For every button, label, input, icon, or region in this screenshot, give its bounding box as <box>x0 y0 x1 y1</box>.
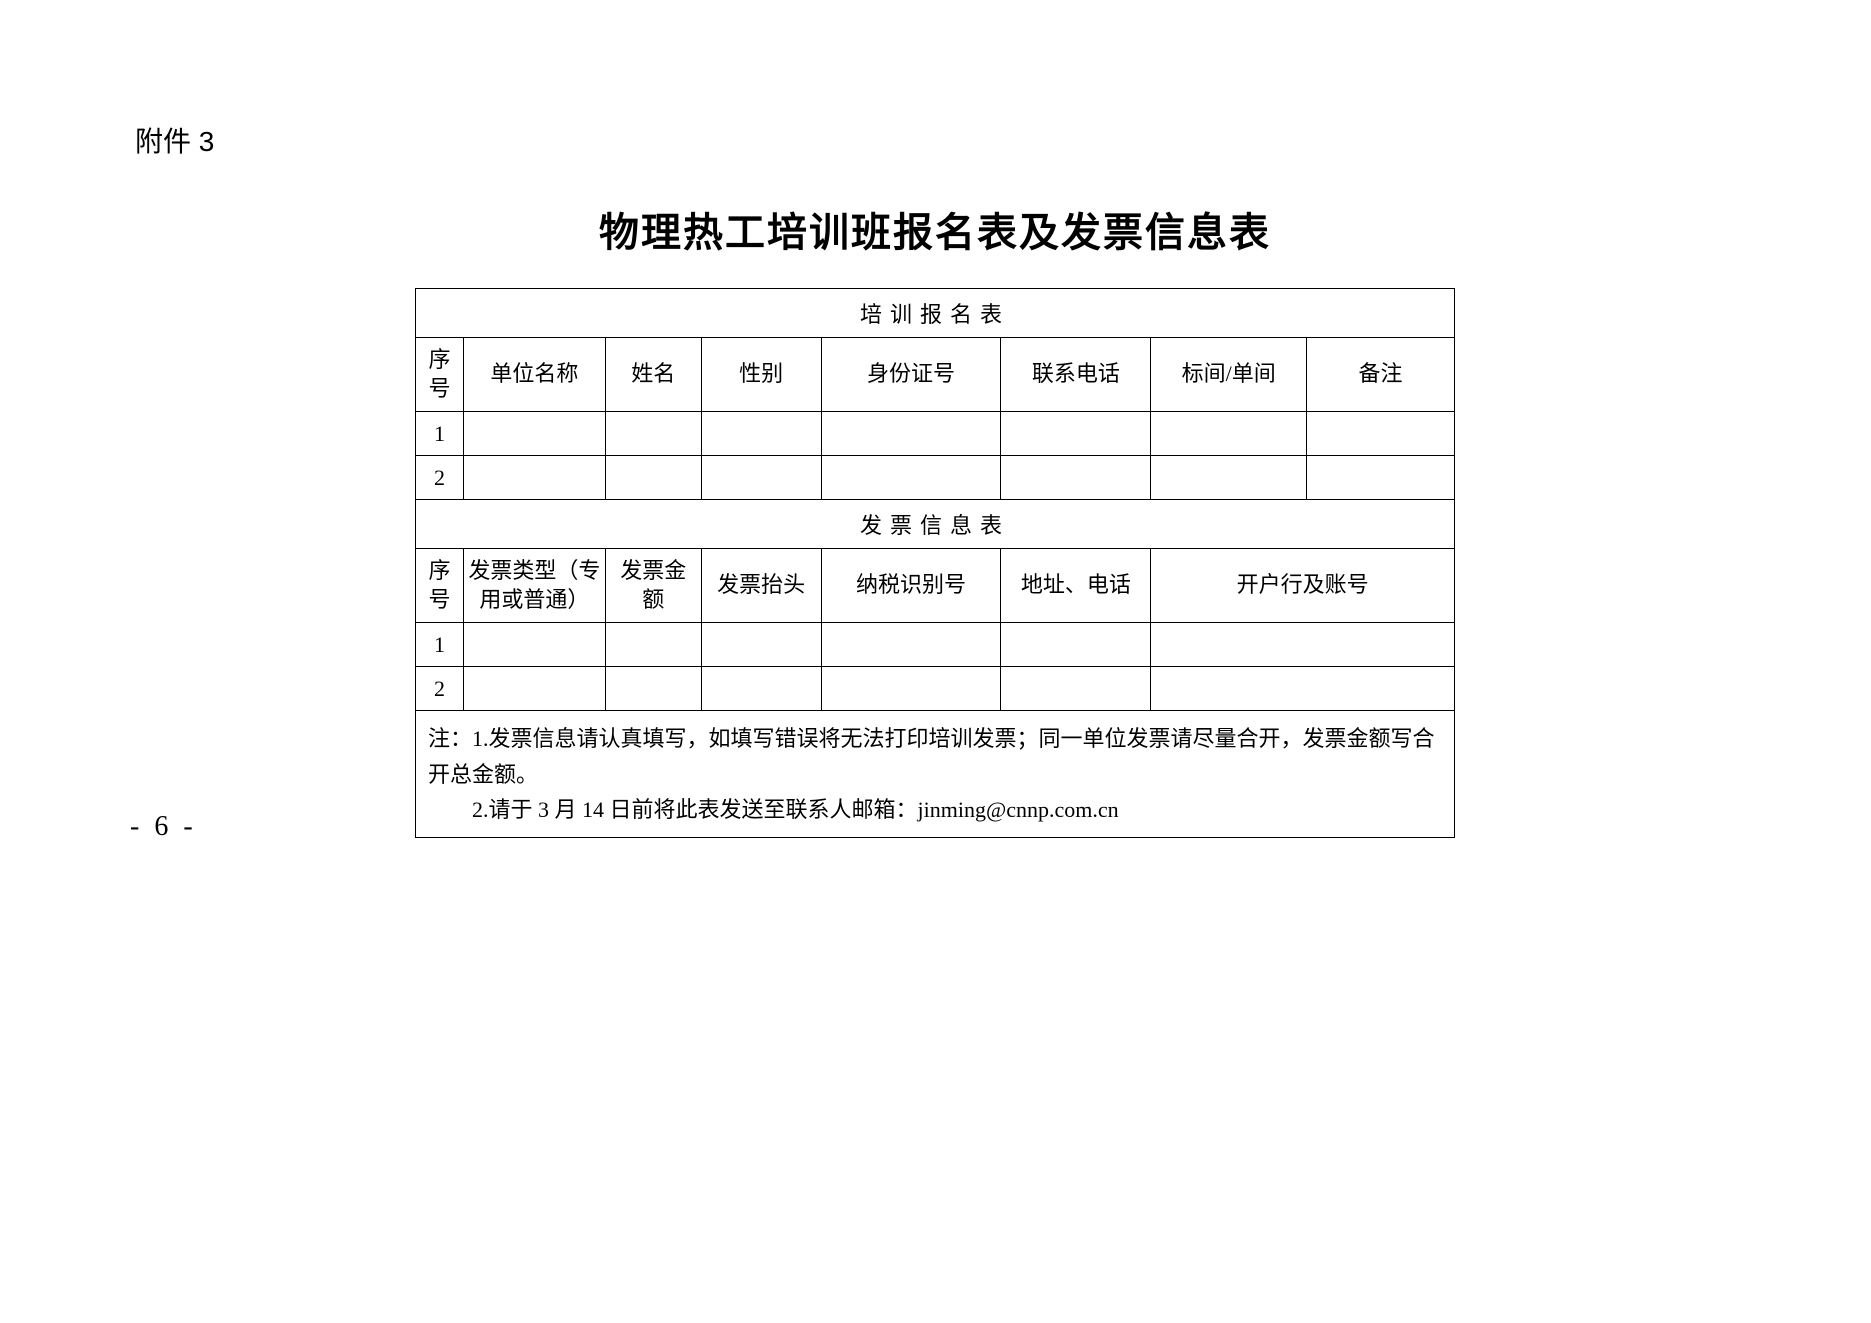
page-title: 物理热工培训班报名表及发票信息表 <box>135 200 1735 258</box>
cell-unit <box>463 412 605 456</box>
cell-room <box>1151 456 1307 500</box>
cell-tax-id <box>821 623 1001 667</box>
cell-address-phone <box>1001 623 1151 667</box>
cell-phone <box>1001 456 1151 500</box>
cell-bank-account <box>1151 667 1455 711</box>
cell-name <box>605 456 701 500</box>
notes-cell: 注：1.发票信息请认真填写，如填写错误将无法打印培训发票；同一单位发票请尽量合开… <box>416 711 1455 838</box>
cell-phone <box>1001 412 1151 456</box>
section2-header: 发票信息表 <box>416 500 1455 549</box>
th-name: 姓名 <box>605 338 701 412</box>
table2-row: 1 <box>416 623 1455 667</box>
cell-id <box>821 456 1001 500</box>
th-seq: 序号 <box>416 338 464 412</box>
cell-invoice-title <box>701 623 821 667</box>
cell-seq: 1 <box>416 412 464 456</box>
cell-amount <box>605 623 701 667</box>
cell-amount <box>605 667 701 711</box>
cell-tax-id <box>821 667 1001 711</box>
section1-header: 培训报名表 <box>416 289 1455 338</box>
cell-invoice-type <box>463 667 605 711</box>
th-invoice-type: 发票类型（专用或普通） <box>463 549 605 623</box>
th-note: 备注 <box>1307 338 1455 412</box>
notes-line2: 2.请于 3 月 14 日前将此表发送至联系人邮箱：jinming@cnnp.c… <box>428 792 1442 827</box>
cell-seq2: 2 <box>416 667 464 711</box>
table2-row: 2 <box>416 667 1455 711</box>
cell-invoice-type <box>463 623 605 667</box>
th-bank-account: 开户行及账号 <box>1151 549 1455 623</box>
cell-seq: 2 <box>416 456 464 500</box>
cell-gender <box>701 456 821 500</box>
th-unit: 单位名称 <box>463 338 605 412</box>
cell-note <box>1307 456 1455 500</box>
th-seq2: 序号 <box>416 549 464 623</box>
cell-address-phone <box>1001 667 1151 711</box>
section2-header-row: 发票信息表 <box>416 500 1455 549</box>
table1-header-row: 序号 单位名称 姓名 性别 身份证号 联系电话 标间/单间 备注 <box>416 338 1455 412</box>
table1-row: 2 <box>416 456 1455 500</box>
th-address-phone: 地址、电话 <box>1001 549 1151 623</box>
cell-bank-account <box>1151 623 1455 667</box>
th-amount: 发票金额 <box>605 549 701 623</box>
table2-header-row: 序号 发票类型（专用或普通） 发票金额 发票抬头 纳税识别号 地址、电话 开户行… <box>416 549 1455 623</box>
th-tax-id: 纳税识别号 <box>821 549 1001 623</box>
th-phone: 联系电话 <box>1001 338 1151 412</box>
attachment-label: 附件 3 <box>135 120 1735 160</box>
th-room: 标间/单间 <box>1151 338 1307 412</box>
th-invoice-title: 发票抬头 <box>701 549 821 623</box>
cell-invoice-title <box>701 667 821 711</box>
cell-seq2: 1 <box>416 623 464 667</box>
cell-note <box>1307 412 1455 456</box>
cell-gender <box>701 412 821 456</box>
notes-row: 注：1.发票信息请认真填写，如填写错误将无法打印培训发票；同一单位发票请尽量合开… <box>416 711 1455 838</box>
th-id: 身份证号 <box>821 338 1001 412</box>
cell-room <box>1151 412 1307 456</box>
table1-row: 1 <box>416 412 1455 456</box>
registration-table: 培训报名表 序号 单位名称 姓名 性别 身份证号 联系电话 标间/单间 备注 1… <box>415 288 1455 838</box>
cell-unit <box>463 456 605 500</box>
cell-name <box>605 412 701 456</box>
th-gender: 性别 <box>701 338 821 412</box>
cell-id <box>821 412 1001 456</box>
notes-line1: 注：1.发票信息请认真填写，如填写错误将无法打印培训发票；同一单位发票请尽量合开… <box>428 721 1442 791</box>
page-number: - 6 - <box>130 811 197 843</box>
section1-header-row: 培训报名表 <box>416 289 1455 338</box>
